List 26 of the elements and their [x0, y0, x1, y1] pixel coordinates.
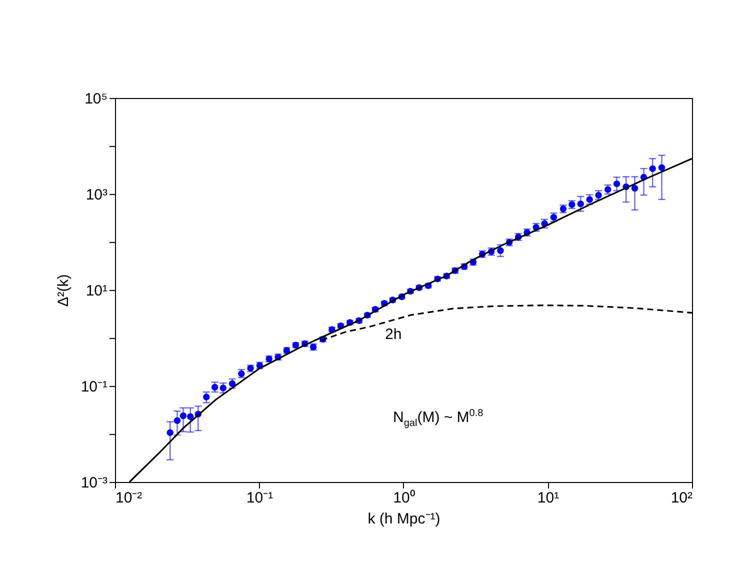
annotation: N$_{gal}$(M) ~ M$^{0.8}$	[393, 408, 484, 429]
y-tick-label: 10⁵	[84, 90, 108, 108]
point	[220, 384, 227, 392]
y-axis-title: Δ²(k)	[54, 274, 72, 307]
point	[497, 247, 504, 254]
point	[658, 164, 666, 171]
point	[211, 384, 218, 391]
x-tick-label: 10⁰	[393, 490, 415, 506]
y-tick-label: 10⁻¹	[80, 378, 108, 396]
point	[586, 196, 593, 203]
x-tick-label: 10¹	[537, 490, 560, 506]
point	[604, 186, 612, 193]
point	[577, 200, 584, 208]
point	[631, 184, 638, 192]
x-tick-label: 10⁻¹	[246, 490, 274, 506]
x-axis-title: k (h Mpc⁻¹)	[368, 510, 440, 528]
point	[613, 180, 620, 188]
annotation: 2h	[385, 326, 402, 343]
x-tick-label: 10⁻²	[116, 490, 142, 506]
y-tick-label: 10³	[86, 186, 108, 204]
y-tick-label: 10¹	[86, 282, 108, 300]
point	[203, 394, 210, 400]
point	[228, 380, 236, 387]
y-tick-label: 10⁻³	[80, 474, 108, 492]
point	[649, 165, 656, 172]
x-tick-label: 10²	[670, 490, 692, 506]
